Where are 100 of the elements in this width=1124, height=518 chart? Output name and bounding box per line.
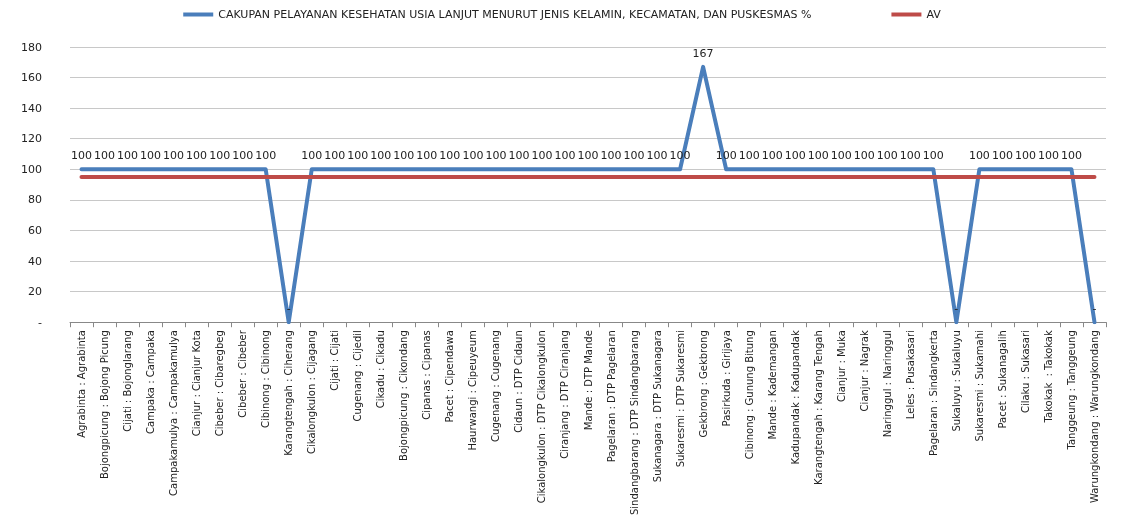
x-tick-label: Cikalongkulon : Cijagang	[306, 330, 318, 454]
y-tick-label: 40	[28, 254, 42, 268]
data-label: 100	[94, 149, 116, 163]
data-label: 100	[163, 149, 185, 163]
x-tick-label: Sukanagara : DTP Sukanagara	[651, 330, 663, 483]
x-tick-label: Tanggeung : Tanggeung	[1065, 330, 1077, 451]
legend-label: CAKUPAN PELAYANAN KESEHATAN USIA LANJUT MENURUT JENIS KELAMIN, KECAMATAN, DAN PUSKESMAS %	[218, 8, 812, 21]
y-tick-label: 160	[21, 71, 42, 85]
data-label: 100	[347, 149, 369, 163]
data-label: 100	[117, 149, 139, 163]
y-tick-label: 20	[28, 285, 42, 299]
data-label: 100	[968, 149, 990, 163]
x-tick-label: Cijati : Cijati	[329, 330, 341, 391]
data-label: 100	[991, 149, 1013, 163]
x-tick-label: Bojongpicung : Bojong Picung	[99, 330, 111, 479]
x-tick-label: Sukaresmi : DTP Sukaresmi	[674, 330, 686, 468]
x-tick-label: Pacet : Cipendawa	[444, 330, 456, 423]
data-label: 100	[232, 149, 254, 163]
x-tick-label: Ciranjang : DTP Ciranjang	[559, 330, 571, 459]
x-tick-label: Cikadu : Cikadu	[375, 330, 387, 409]
data-label: 100	[554, 149, 576, 163]
x-tick-label: Cikalongkulon : DTP Cikalongkulon	[536, 330, 548, 504]
data-label: 100	[738, 149, 760, 163]
data-label: 100	[209, 149, 231, 163]
data-label: -	[1092, 302, 1097, 316]
x-tick-label: Cidaun : DTP Cidaun	[513, 330, 525, 433]
y-tick-label: 120	[21, 132, 42, 146]
x-tick-label: Cugenang : Cugenang	[490, 330, 502, 442]
legend-label: AV	[926, 8, 942, 21]
data-label: 100	[600, 149, 622, 163]
data-label: 100	[761, 149, 783, 163]
x-tick-label: Cibinong : Cibinong	[260, 330, 272, 428]
x-tick-label: Cibinong : Gunung Bitung	[743, 330, 755, 460]
x-tick-label: Cianjur : Muka	[835, 330, 847, 403]
data-label: 100	[830, 149, 852, 163]
y-tick-label: 100	[21, 162, 42, 176]
x-tick-label: Pasirkuda : Girijaya	[720, 330, 732, 427]
data-label: 100	[1037, 149, 1059, 163]
data-label: 100	[876, 149, 898, 163]
data-label: -	[286, 302, 291, 316]
data-label: 100	[416, 149, 438, 163]
x-tick-label: Sindangbarang : DTP Sindangbarang	[628, 330, 640, 515]
data-label: 100	[462, 149, 484, 163]
x-tick-label: Kadupandak : Kadupandak	[789, 330, 801, 465]
x-tick-label: Cianjur : Nagrak	[858, 330, 870, 412]
data-label: 100	[807, 149, 829, 163]
y-tick-label: 80	[28, 193, 42, 207]
data-label: 100	[485, 149, 507, 163]
x-tick-label: Takokak : Takokak	[1042, 330, 1054, 424]
x-tick-label: Agrabinta : Agrabinta	[76, 330, 88, 438]
x-tick-label: Naringgul : Naringgul	[881, 330, 893, 438]
data-label: 100	[899, 149, 921, 163]
x-tick-label: Cibeber : Cibeber	[237, 329, 249, 418]
y-tick-label: -	[38, 315, 43, 329]
data-label: 100	[623, 149, 645, 163]
x-tick-label: Cianjur : Cianjur Kota	[191, 330, 203, 437]
x-tick-label: Bojongpicung : Cikondang	[398, 330, 410, 461]
data-label: 100	[186, 149, 208, 163]
data-label: 100	[577, 149, 599, 163]
data-label: 100	[646, 149, 668, 163]
x-tick-label: Pacet : Sukanagalih	[996, 330, 1008, 429]
x-tick-label: Warungkondang : Warungkondang	[1088, 330, 1100, 504]
x-tick-label: Campakamulya : Campakamulya	[168, 330, 180, 496]
data-label: -	[954, 302, 959, 316]
data-label: 100	[370, 149, 392, 163]
x-tick-label: Campaka : Campaka	[145, 330, 157, 435]
x-tick-label: Karangtengah : Ciherang	[283, 330, 295, 456]
data-label: 167	[692, 46, 714, 60]
y-tick-label: 140	[21, 101, 42, 115]
x-tick-label: Sukaluyu : Sukaluyu	[950, 330, 962, 432]
x-tick-label: Sukaresmi : Sukamahi	[973, 330, 985, 442]
x-tick-label: Mande : DTP Mande	[582, 330, 594, 431]
data-label: 100	[1060, 149, 1082, 163]
data-label: 100	[853, 149, 875, 163]
x-tick-label: Karangtengah : Karang Tengah	[812, 330, 824, 485]
data-label: 100	[301, 149, 323, 163]
x-tick-label: Gekbrong : Gekbrong	[697, 330, 709, 438]
data-label: 100	[140, 149, 162, 163]
x-tick-label: Cibeber : Cibaregbeg	[214, 330, 226, 437]
x-tick-label: Cilaku : Sukasari	[1019, 330, 1031, 414]
x-tick-label: Cijati : Bojonglarang	[122, 330, 134, 432]
data-label: 100	[508, 149, 530, 163]
data-label: 100	[531, 149, 553, 163]
x-tick-label: Pagelaran : DTP Pagelaran	[605, 330, 617, 463]
x-tick-label: Cugenang : Cijedil	[352, 330, 364, 422]
data-label: 100	[255, 149, 277, 163]
x-tick-label: Leles : Pusakasari	[904, 330, 916, 420]
data-label: 100	[393, 149, 415, 163]
x-tick-label: Haurwangi : Cipeuyeum	[467, 330, 479, 451]
x-tick-label: Pagelaran : Sindangkerta	[927, 330, 939, 456]
data-label: 100	[922, 149, 944, 163]
x-tick-label: Mande : Kademangan	[766, 330, 778, 440]
data-label: 100	[439, 149, 461, 163]
data-label: 100	[1014, 149, 1036, 163]
data-label: 100	[71, 149, 93, 163]
y-tick-label: 60	[28, 223, 42, 237]
y-tick-label: 180	[21, 40, 42, 54]
data-label: 100	[324, 149, 346, 163]
x-tick-label: Cipanas : Cipanas	[421, 330, 433, 420]
data-label: 100	[784, 149, 806, 163]
